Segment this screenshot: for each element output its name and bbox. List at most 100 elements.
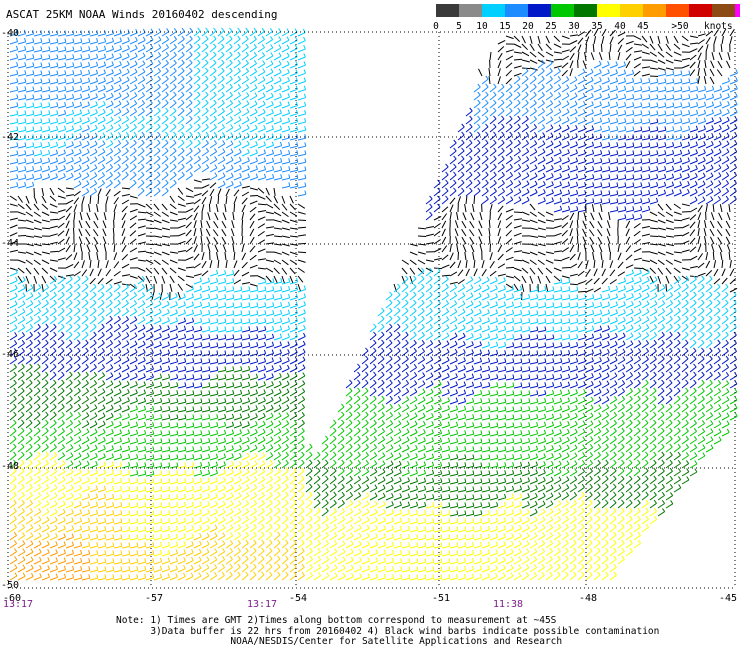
wind-barb xyxy=(625,451,633,461)
wind-barb xyxy=(78,228,83,237)
wind-barb xyxy=(649,126,659,133)
wind-barb xyxy=(545,108,554,117)
wind-barb xyxy=(217,132,226,141)
wind-barb xyxy=(105,163,113,173)
wind-barb xyxy=(329,443,337,453)
wind-barb xyxy=(697,452,706,461)
wind-barb xyxy=(257,141,266,149)
wind-barb xyxy=(441,228,446,237)
wind-barb xyxy=(497,517,507,525)
wind-barb xyxy=(97,339,105,349)
wind-barb xyxy=(481,517,491,525)
wind-barb xyxy=(137,259,146,262)
wind-barb xyxy=(489,261,495,269)
wind-barb xyxy=(441,187,449,197)
wind-barb xyxy=(233,100,242,109)
wind-barb xyxy=(705,355,713,365)
wind-barb xyxy=(433,364,442,373)
wind-barb xyxy=(249,310,259,317)
wind-barb xyxy=(193,198,201,205)
wind-barb xyxy=(537,35,541,44)
wind-barb xyxy=(513,283,519,291)
wind-barb xyxy=(289,174,299,181)
wind-barb xyxy=(281,267,288,275)
wind-barb xyxy=(681,35,689,42)
wind-barb xyxy=(657,142,667,149)
wind-barb xyxy=(9,308,18,317)
wind-barb xyxy=(241,397,251,405)
wind-barb xyxy=(593,420,602,429)
wind-barb xyxy=(505,49,514,53)
wind-barb xyxy=(25,331,33,341)
wind-barb xyxy=(489,83,497,93)
wind-barb xyxy=(489,99,497,109)
wind-barb xyxy=(417,445,426,453)
wind-barb xyxy=(249,476,258,485)
wind-barb xyxy=(625,269,634,277)
wind-barb xyxy=(721,148,730,157)
wind-barb xyxy=(169,525,179,533)
wind-barb xyxy=(201,67,209,77)
wind-barb xyxy=(137,526,147,533)
wind-barb xyxy=(617,31,626,37)
wind-barb xyxy=(641,174,651,181)
wind-barb xyxy=(41,54,51,61)
wind-barb xyxy=(105,124,114,133)
wind-barb xyxy=(529,35,533,44)
wind-barb xyxy=(233,124,242,133)
wind-barb xyxy=(17,339,25,349)
wind-barb xyxy=(497,398,507,405)
wind-barb xyxy=(25,219,34,224)
wind-barb xyxy=(473,284,482,293)
wind-barb xyxy=(689,133,699,141)
wind-barb xyxy=(73,271,81,277)
wind-barb xyxy=(65,436,74,445)
wind-barb xyxy=(9,284,18,293)
wind-barb xyxy=(73,148,82,157)
wind-barb xyxy=(217,413,227,421)
wind-barb xyxy=(193,454,203,461)
wind-barb xyxy=(649,276,658,285)
wind-barb xyxy=(105,339,113,349)
wind-barb xyxy=(201,524,210,533)
wind-barb xyxy=(25,363,33,373)
wind-barb xyxy=(113,291,121,301)
wind-barb xyxy=(617,515,625,525)
wind-barb xyxy=(281,285,291,293)
wind-barb xyxy=(401,315,409,325)
wind-barb xyxy=(641,443,649,453)
wind-barb xyxy=(153,454,163,461)
wind-barb xyxy=(401,379,410,389)
wind-barb xyxy=(361,363,369,373)
wind-barb xyxy=(601,260,604,269)
wind-barb xyxy=(529,235,538,238)
wind-barb xyxy=(545,366,555,373)
wind-barb xyxy=(561,452,570,461)
wind-barb xyxy=(41,118,51,125)
wind-barb xyxy=(657,419,665,429)
wind-barb xyxy=(473,454,483,461)
wind-barb xyxy=(289,451,297,461)
wind-barb xyxy=(521,67,529,77)
wind-barb xyxy=(161,462,171,469)
wind-barb xyxy=(585,507,593,517)
wind-barb xyxy=(457,381,467,389)
wind-barb xyxy=(521,293,531,301)
wind-barb xyxy=(649,243,658,246)
wind-barb xyxy=(89,37,99,45)
wind-barb xyxy=(545,51,554,57)
wind-barb xyxy=(553,421,562,429)
wind-barb xyxy=(521,148,530,157)
wind-barb xyxy=(393,468,402,477)
wind-barb xyxy=(57,149,66,157)
wind-barb xyxy=(33,331,41,341)
wind-barb xyxy=(41,315,49,325)
wind-barb xyxy=(249,444,258,453)
wind-barb xyxy=(89,299,97,309)
wind-barb xyxy=(145,76,154,85)
wind-barb xyxy=(17,78,27,85)
wind-barb xyxy=(241,219,244,229)
wind-barb xyxy=(425,315,433,325)
wind-barb xyxy=(345,459,353,469)
wind-barb xyxy=(689,444,698,453)
